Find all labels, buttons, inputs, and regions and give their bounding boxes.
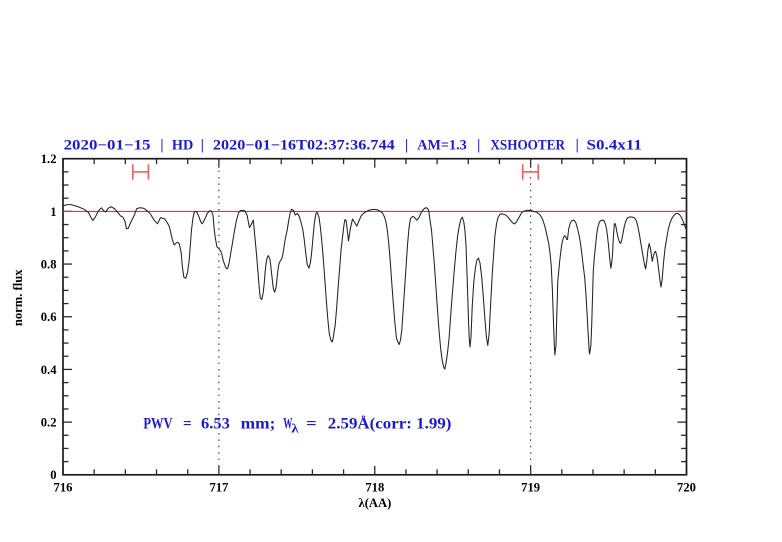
svg-text:717: 717	[209, 481, 228, 495]
svg-text:mm;: mm;	[241, 414, 276, 433]
svg-text:0: 0	[50, 468, 56, 482]
svg-text:0.2: 0.2	[41, 416, 57, 430]
svg-text:2020−01−15: 2020−01−15	[64, 138, 151, 154]
svg-text:HD: HD	[172, 138, 193, 154]
svg-text:norm. flux: norm. flux	[11, 269, 25, 326]
svg-text:720: 720	[677, 481, 696, 495]
svg-text:W: W	[283, 414, 293, 433]
svg-text:6.53: 6.53	[201, 414, 230, 433]
svg-text:1.2: 1.2	[41, 152, 57, 166]
svg-text:718: 718	[365, 481, 384, 495]
svg-text:|: |	[201, 138, 204, 154]
svg-text:0.6: 0.6	[41, 310, 57, 324]
svg-text:|: |	[405, 138, 408, 154]
svg-text:AM=1.3: AM=1.3	[417, 138, 466, 154]
svg-text:|: |	[160, 138, 163, 154]
svg-text:716: 716	[54, 481, 73, 495]
svg-text:PWV: PWV	[143, 414, 172, 433]
svg-text:1: 1	[50, 205, 56, 219]
svg-text:2020−01−16T02:37:36.744: 2020−01−16T02:37:36.744	[213, 138, 395, 154]
svg-text:|: |	[477, 138, 480, 154]
svg-text:=: =	[306, 414, 317, 433]
svg-text:0.8: 0.8	[41, 258, 57, 272]
svg-text:719: 719	[521, 481, 540, 495]
svg-text:λ: λ	[291, 422, 299, 436]
svg-text:2.59Å(corr: 1.99): 2.59Å(corr: 1.99)	[328, 414, 452, 433]
svg-text:λ(AA): λ(AA)	[359, 496, 392, 510]
svg-text:XSHOOTER: XSHOOTER	[490, 138, 565, 154]
svg-text:S0.4x11: S0.4x11	[587, 138, 642, 154]
svg-text:|: |	[576, 138, 579, 154]
svg-text:0.4: 0.4	[41, 363, 57, 377]
svg-text:=: =	[183, 414, 192, 433]
